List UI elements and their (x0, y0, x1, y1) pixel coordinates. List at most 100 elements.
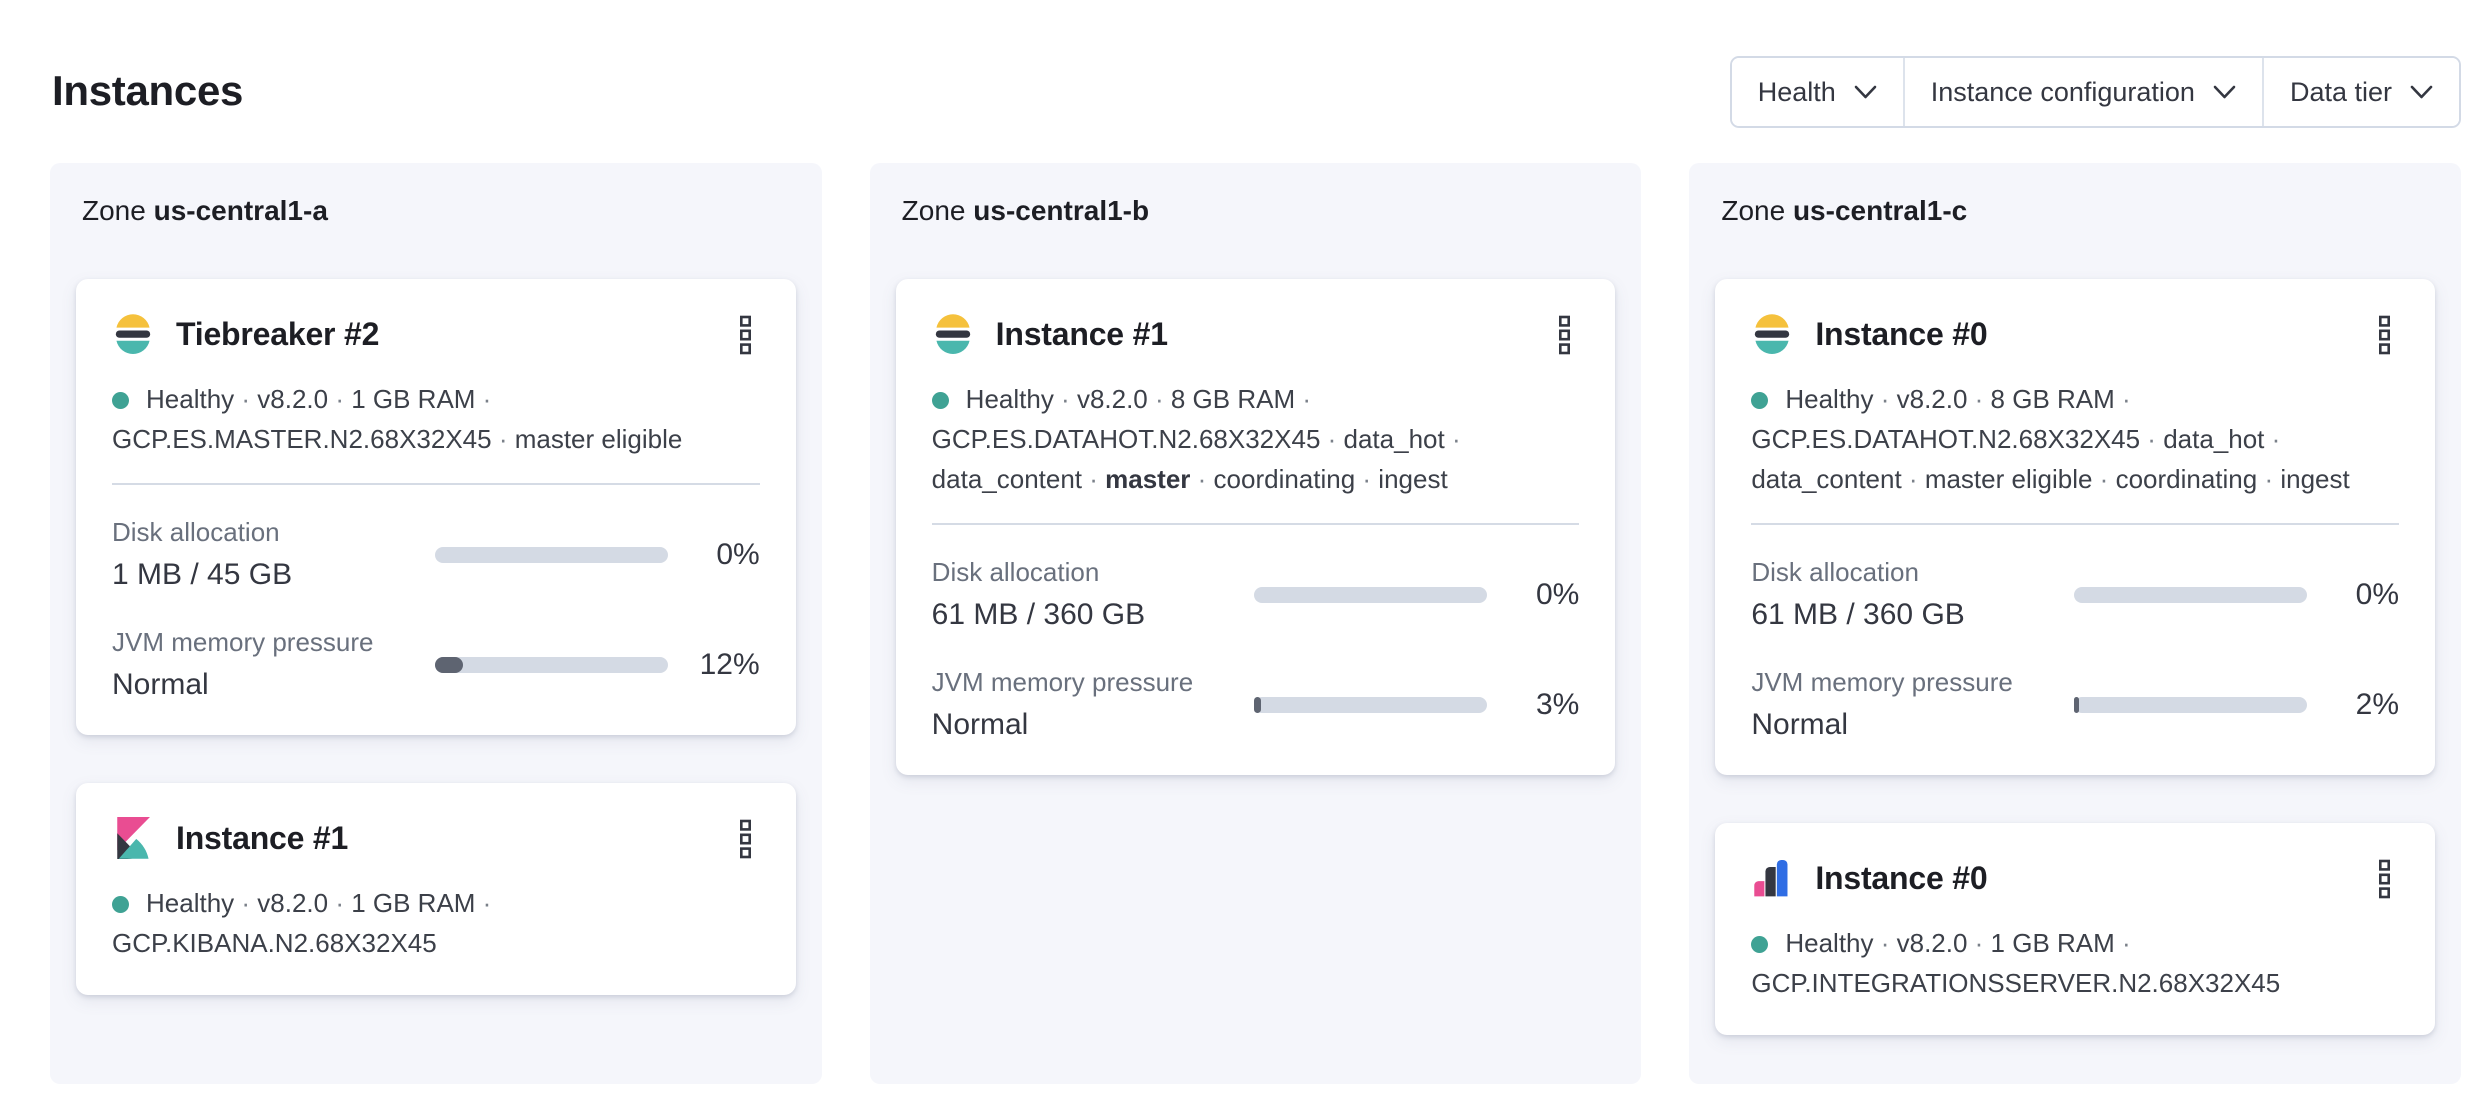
page-header: Instances Health Instance configuration … (0, 0, 2490, 128)
zone-name: us-central1-c (1792, 195, 1968, 226)
metric-percent: 2% (2355, 688, 2400, 722)
status-separator: · (1967, 384, 1991, 414)
zones-container: Zone us-central1-a Tiebreaker #2 Healthy… (50, 163, 2462, 1084)
status-separator: · (1295, 384, 1312, 414)
filter-button-data-tier[interactable]: Data tier (2263, 58, 2459, 126)
status-token: data_hot (2163, 424, 2265, 454)
zone-panel-us-central1-c: Zone us-central1-c Instance #0 Healthy ·… (1689, 163, 2462, 1084)
metric-label: Disk allocation (931, 557, 1100, 587)
status-separator: · (1082, 464, 1106, 494)
status-separator: · (2114, 928, 2131, 959)
status-token: v8.2.0 (1896, 928, 1968, 959)
metric-value: Normal (931, 708, 1029, 742)
meter-bar-fill (434, 657, 463, 674)
status-separator: · (1901, 464, 1925, 494)
instance-menu-button[interactable] (2370, 311, 2399, 359)
boxes-vertical-icon (2379, 860, 2391, 899)
zone-name: us-central1-b (973, 195, 1150, 226)
meter-bar (434, 657, 668, 674)
status-separator: · (234, 888, 258, 919)
metric-percent: 0% (2355, 578, 2400, 612)
cards-list: Instance #0 Healthy · v8.2.0 · 8 GB RAM … (1715, 279, 2436, 1036)
status-token: v8.2.0 (257, 888, 329, 919)
metric-text: JVM memory pressure Normal (1751, 667, 2013, 743)
status-token: coordinating (2115, 464, 2258, 494)
metric-label: JVM memory pressure (1751, 667, 2013, 698)
chevron-down-icon (2213, 85, 2236, 99)
status-separator: · (1873, 928, 1897, 959)
card-divider (112, 483, 760, 485)
meter-bar-fill (2074, 697, 2079, 714)
meter-bar (434, 547, 668, 564)
boxes-vertical-icon (739, 820, 751, 859)
metric-label: JVM memory pressure (112, 627, 374, 658)
status-separator: · (234, 384, 258, 414)
cards-list: Instance #1 Healthy · v8.2.0 · 8 GB RAM … (895, 279, 1616, 776)
instance-menu-button[interactable] (1550, 311, 1579, 359)
zone-label: Zone us-central1-c (1721, 195, 2435, 227)
status-token: 8 GB RAM (1170, 384, 1296, 414)
filter-button-health[interactable]: Health (1731, 58, 1905, 126)
health-dot (931, 392, 949, 409)
metric-value: 1 MB / 45 GB (112, 558, 293, 592)
boxes-vertical-icon (1559, 315, 1571, 355)
metrics-list: Disk allocation 61 MB / 360 GB 0% JVM me… (1751, 557, 2399, 743)
status-separator: · (2092, 464, 2116, 494)
metric-row: Disk allocation 61 MB / 360 GB 0% (1751, 557, 2399, 633)
status-separator: · (1053, 384, 1077, 414)
instance-card: Instance #1 Healthy · v8.2.0 · 1 GB RAM … (76, 783, 796, 996)
status-token: master (1105, 464, 1191, 494)
status-token: GCP.ES.DATAHOT.N2.68X32X45 (931, 424, 1321, 454)
metric-text: JVM memory pressure Normal (932, 667, 1194, 743)
metric-row: Disk allocation 1 MB / 45 GB 0% (112, 517, 760, 593)
status-separator: · (1873, 384, 1897, 414)
zone-label: Zone us-central1-b (902, 195, 1616, 227)
status-token: v8.2.0 (1076, 384, 1148, 414)
status-token: ingest (2280, 464, 2350, 494)
elasticsearch-logo (932, 313, 974, 355)
instance-menu-button[interactable] (731, 815, 760, 863)
metric-percent: 3% (1535, 688, 1580, 722)
metric-meter: 0% (1254, 578, 1579, 612)
metric-row: Disk allocation 61 MB / 360 GB 0% (932, 557, 1580, 633)
status-token: master eligible (1924, 464, 2093, 494)
meter-bar-fill (1254, 697, 1262, 714)
health-dot (1751, 936, 1769, 954)
instance-status: Healthy · v8.2.0 · 1 GB RAM · GCP.INTEGR… (1751, 923, 2399, 1003)
instance-status: Healthy · v8.2.0 · 8 GB RAM · GCP.ES.DAT… (1751, 379, 2399, 499)
zone-word: Zone (82, 195, 146, 226)
meter-bar (2074, 587, 2308, 604)
metric-value: Normal (112, 668, 209, 702)
instance-title: Instance #0 (1815, 859, 1988, 896)
chevron-down-icon (2410, 85, 2433, 99)
metric-meter: 12% (434, 648, 760, 682)
status-token: Healthy (965, 384, 1054, 414)
zone-word: Zone (901, 195, 966, 226)
page-title: Instances (52, 67, 244, 114)
status-separator: · (2114, 384, 2131, 414)
instance-status: Healthy · v8.2.0 · 1 GB RAM · GCP.ES.MAS… (112, 379, 760, 459)
status-separator: · (475, 888, 492, 919)
status-token: Healthy (1785, 384, 1874, 414)
metric-meter: 0% (2074, 578, 2399, 612)
chevron-down-icon (1854, 85, 1877, 99)
instance-menu-button[interactable] (2370, 855, 2399, 903)
boxes-vertical-icon (739, 315, 751, 355)
filter-button-instance-configuration[interactable]: Instance configuration (1904, 58, 2264, 126)
status-token: 1 GB RAM (351, 384, 476, 414)
instance-card: Instance #0 Healthy · v8.2.0 · 8 GB RAM … (1715, 279, 2436, 776)
status-token: 8 GB RAM (1990, 384, 2115, 414)
card-divider (931, 523, 1580, 525)
instance-menu-button[interactable] (731, 311, 760, 359)
status-token: GCP.ES.DATAHOT.N2.68X32X45 (1751, 424, 2141, 454)
status-token: GCP.INTEGRATIONSSERVER.N2.68X32X45 (1751, 968, 2281, 999)
integrations-server-logo (1751, 857, 1793, 899)
status-separator: · (328, 888, 352, 919)
status-token: data_hot (1343, 424, 1445, 454)
metric-value: 61 MB / 360 GB (931, 598, 1146, 632)
status-separator: · (1190, 464, 1214, 494)
status-token: Healthy (146, 384, 235, 414)
metrics-list: Disk allocation 1 MB / 45 GB 0% JVM memo… (112, 517, 760, 703)
filter-group: Health Instance configuration Data tier (1729, 56, 2461, 128)
status-separator: · (1355, 464, 1379, 494)
